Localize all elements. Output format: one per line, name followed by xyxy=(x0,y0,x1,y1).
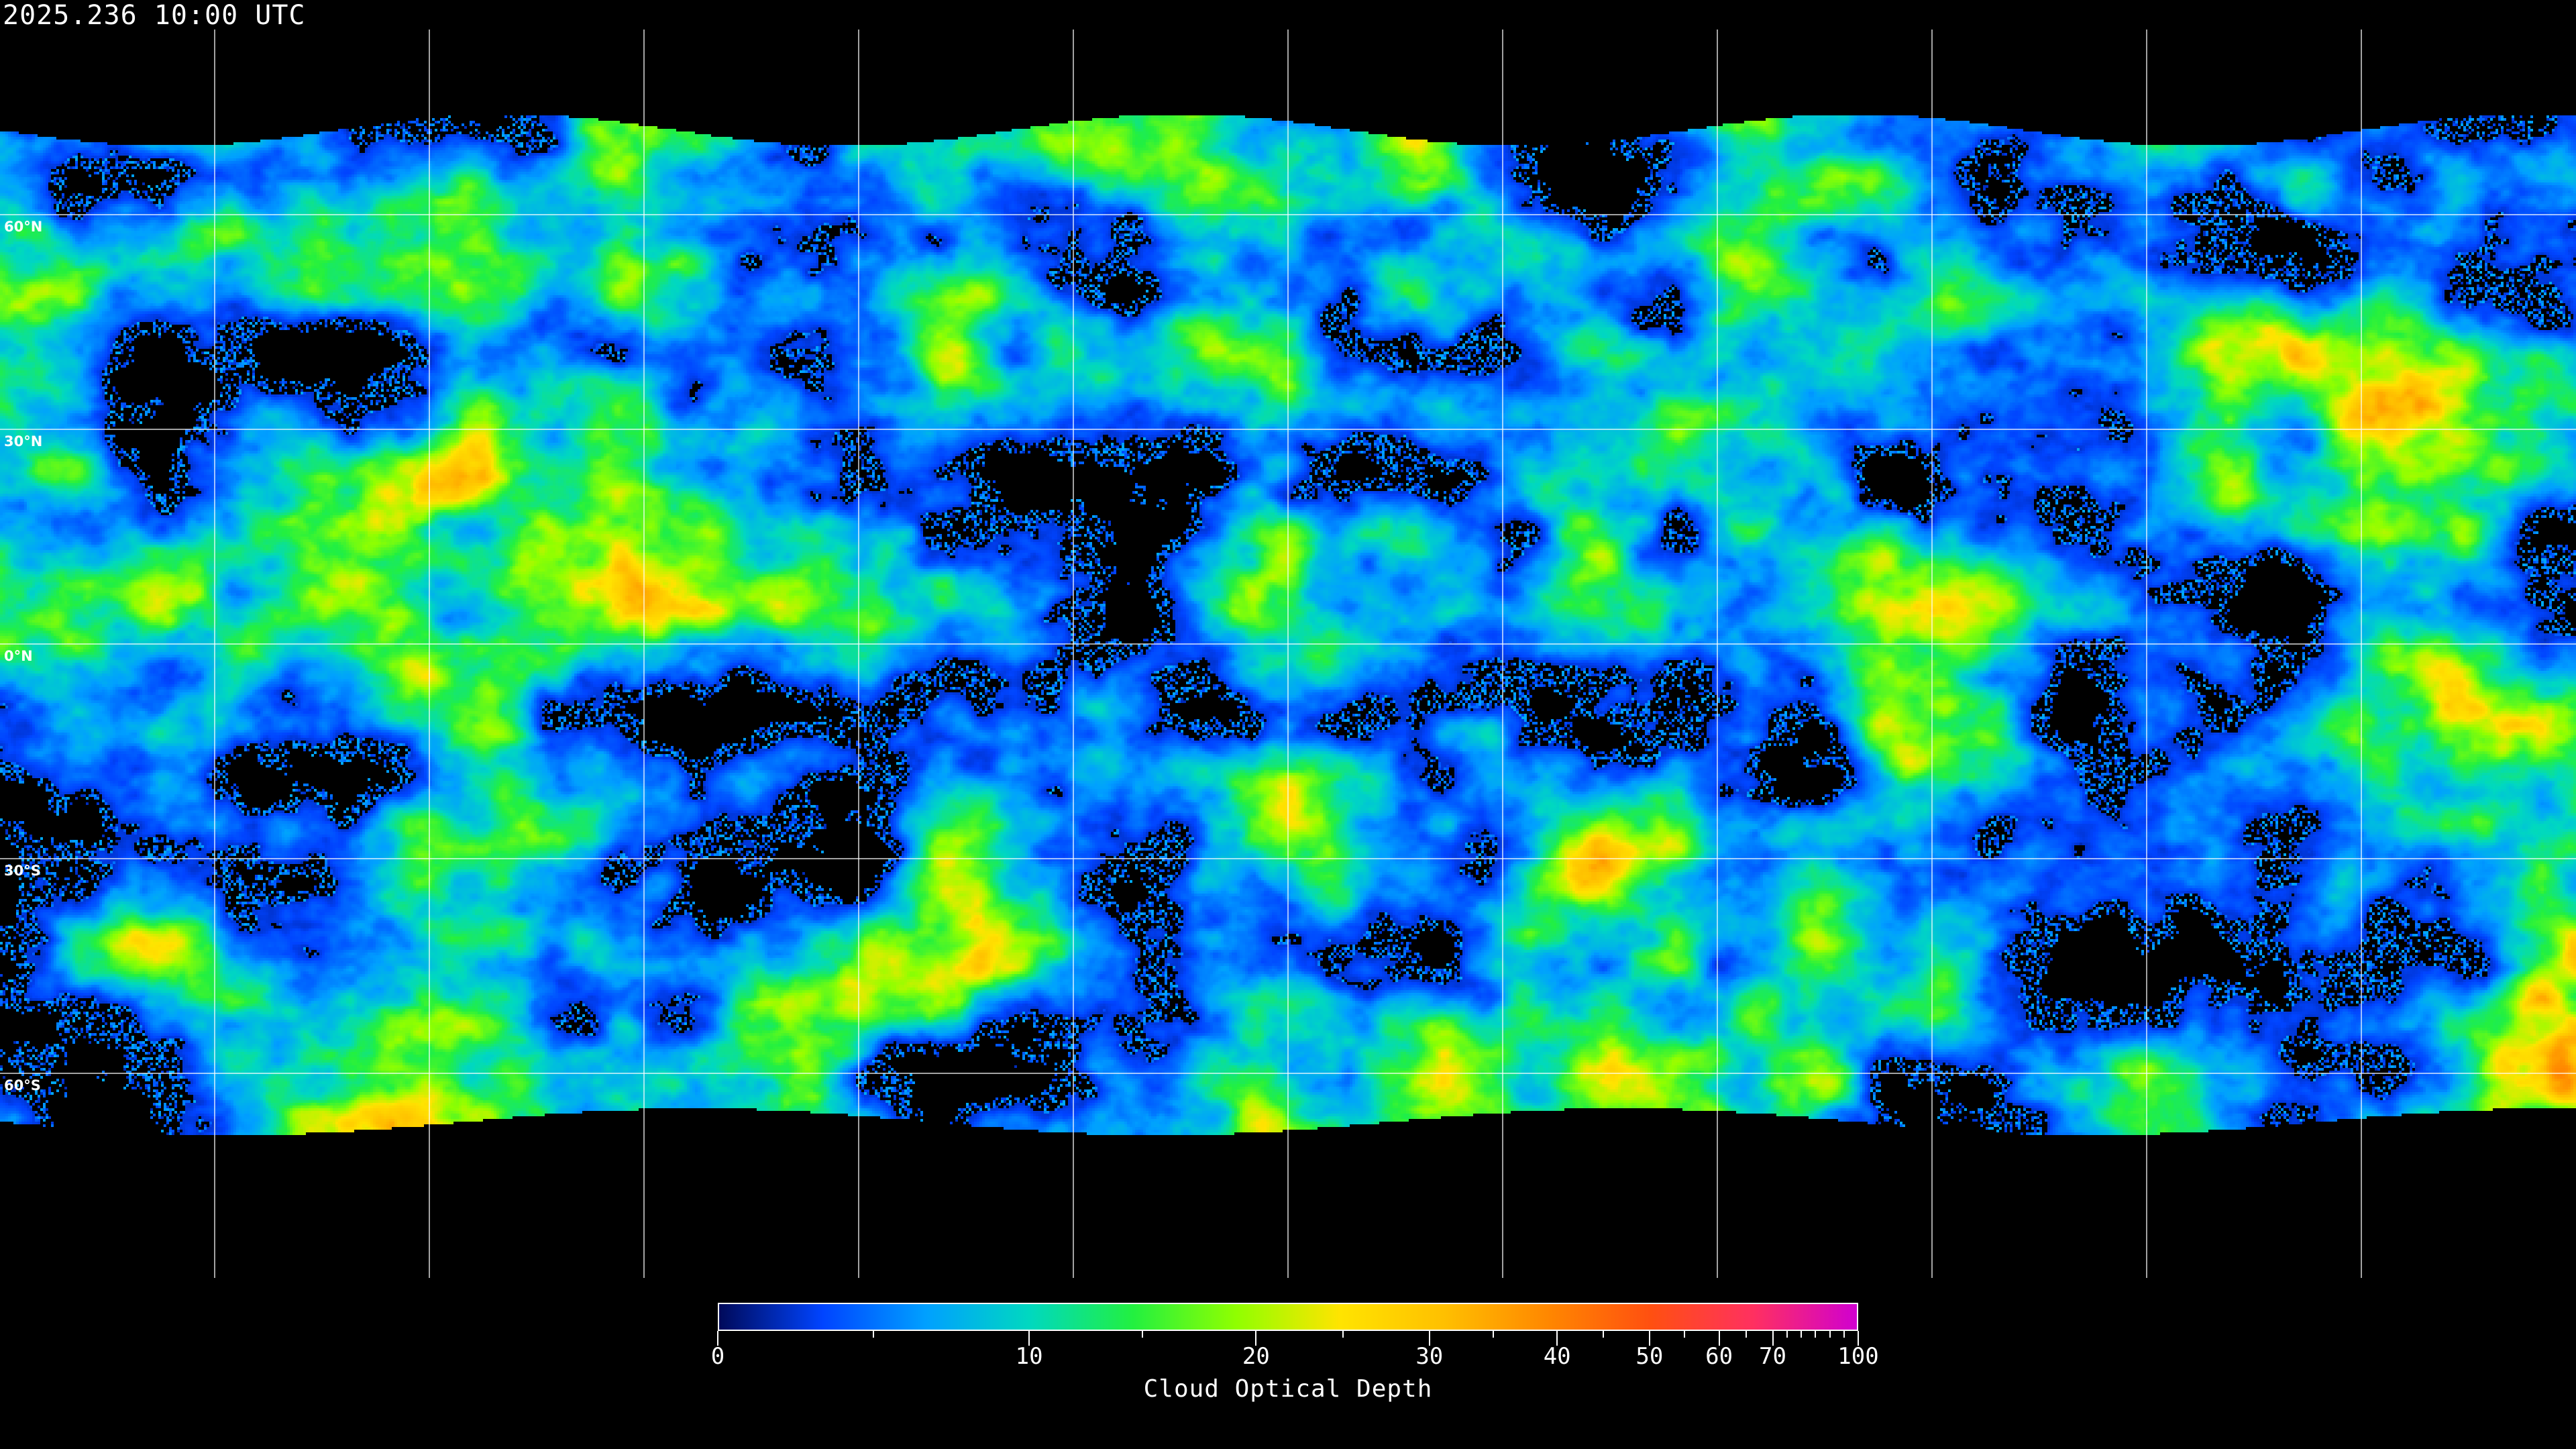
cloud-optical-depth-map xyxy=(0,0,2576,1288)
colorbar-minor-tick xyxy=(1142,1331,1144,1338)
colorbar-major-tick xyxy=(1718,1331,1720,1346)
colorbar-label: Cloud Optical Depth xyxy=(1143,1375,1433,1403)
colorbar-major-tick xyxy=(717,1331,718,1346)
colorbar-minor-tick xyxy=(1786,1331,1788,1338)
colorbar-minor-tick xyxy=(1342,1331,1344,1338)
colorbar-tick-label: 60 xyxy=(1705,1343,1733,1370)
colorbar-tick-label: 20 xyxy=(1242,1343,1270,1370)
colorbar-major-tick xyxy=(1255,1331,1257,1346)
latitude-label: 30°N xyxy=(4,433,43,449)
lat-lon-grid xyxy=(0,30,2576,1278)
colorbar-tick-label: 30 xyxy=(1415,1343,1444,1370)
timestamp-title: 2025.236 10:00 UTC xyxy=(3,0,306,31)
colorbar-minor-tick xyxy=(1603,1331,1605,1338)
colorbar-tick-label: 10 xyxy=(1015,1343,1043,1370)
colorbar xyxy=(718,1303,1858,1331)
colorbar-minor-tick xyxy=(873,1331,875,1338)
latitude-label: 60°N xyxy=(4,219,43,235)
colorbar-major-tick xyxy=(1648,1331,1650,1346)
colorbar-minor-tick xyxy=(1815,1331,1817,1338)
colorbar-minor-tick xyxy=(1745,1331,1747,1338)
colorbar-minor-tick xyxy=(1683,1331,1685,1338)
colorbar-tick-label: 40 xyxy=(1543,1343,1571,1370)
colorbar-tick-label: 50 xyxy=(1635,1343,1664,1370)
colorbar-minor-tick xyxy=(1843,1331,1845,1338)
colorbar-minor-tick xyxy=(1801,1331,1802,1338)
colorbar-tick-label: 70 xyxy=(1759,1343,1786,1370)
colorbar-major-tick xyxy=(1556,1331,1558,1346)
latitude-label: 30°S xyxy=(4,863,41,879)
colorbar-major-tick xyxy=(1428,1331,1430,1346)
colorbar-major-tick xyxy=(1772,1331,1774,1346)
colorbar-minor-tick xyxy=(1493,1331,1494,1338)
colorbar-major-tick xyxy=(1858,1331,1859,1346)
colorbar-major-tick xyxy=(1028,1331,1030,1346)
colorbar-tick-label: 0 xyxy=(710,1343,725,1370)
latitude-label: 60°S xyxy=(4,1077,41,1093)
colorbar-minor-tick xyxy=(1829,1331,1831,1338)
latitude-label: 0°N xyxy=(4,648,33,664)
colorbar-tick-label: 100 xyxy=(1837,1343,1879,1370)
